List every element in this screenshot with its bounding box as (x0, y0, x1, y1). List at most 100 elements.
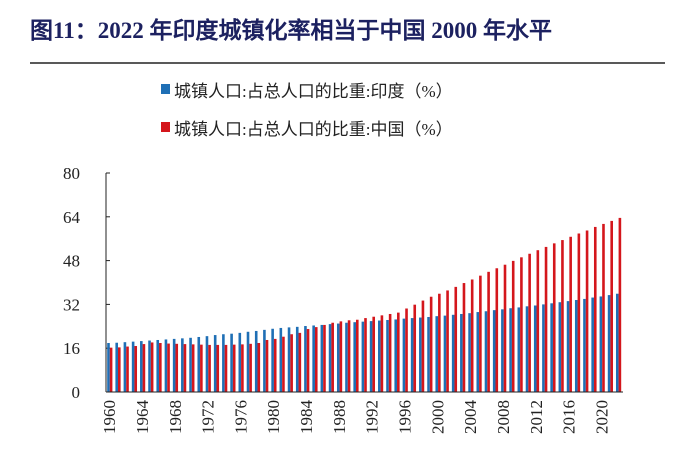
bar-india-1996 (402, 318, 406, 392)
bar-china-1998 (421, 300, 425, 392)
x-tick-label: 2004 (461, 400, 480, 435)
bar-india-1998 (419, 317, 422, 392)
bar-india-2016 (566, 301, 570, 392)
bar-india-2001 (443, 315, 447, 392)
bar-china-2002 (454, 286, 458, 392)
bar-india-1983 (295, 326, 299, 392)
bar-china-2011 (528, 253, 531, 392)
bar-china-2006 (487, 271, 490, 392)
bars (107, 217, 622, 392)
bar-india-1969 (181, 338, 184, 392)
legend-label-china: 城镇人口:占总人口的比重:中国（%） (174, 120, 453, 139)
bar-india-2015 (558, 302, 562, 392)
bar-china-1986 (323, 324, 326, 392)
bar-india-2007 (492, 310, 496, 392)
x-tick-label: 2012 (527, 400, 546, 434)
legend-label-india: 城镇人口:占总人口的比重:印度（%） (174, 82, 453, 101)
bar-china-1960 (109, 347, 113, 392)
bar-china-2008 (503, 264, 507, 392)
bar-china-1982 (290, 334, 293, 392)
bar-india-1986 (320, 324, 324, 392)
bar-india-1995 (394, 319, 398, 392)
bar-india-1978 (254, 330, 258, 392)
bar-india-2010 (517, 307, 521, 392)
bar-china-1974 (224, 344, 228, 392)
bar-india-2000 (435, 316, 439, 392)
bar-india-1967 (164, 339, 168, 392)
bar-china-2014 (552, 243, 556, 392)
x-tick-label: 1984 (297, 400, 316, 435)
y-axis: 0 16 32 48 64 80 (63, 164, 110, 402)
bar-india-1964 (140, 341, 143, 392)
bar-china-1994 (388, 313, 392, 392)
bar-china-2021 (610, 220, 613, 392)
bar-china-1996 (405, 308, 408, 392)
bar-india-1963 (131, 341, 135, 392)
x-axis: 1960 1964 1968 1972 1976 1980 1984 1988 1992 1996… (100, 391, 623, 435)
bar-china-2010 (520, 257, 523, 392)
bar-india-2011 (525, 306, 529, 392)
bar-china-1988 (339, 321, 343, 392)
bar-china-1972 (208, 344, 211, 392)
bar-china-1987 (331, 322, 334, 392)
bar-india-1979 (263, 329, 266, 392)
bar-china-1967 (167, 343, 170, 392)
bar-india-1965 (148, 340, 151, 392)
bar-india-1987 (328, 324, 332, 392)
x-tick-label: 1960 (100, 400, 119, 434)
bar-china-2018 (585, 230, 589, 392)
bar-china-1964 (142, 344, 146, 392)
bar-india-2005 (476, 312, 480, 392)
bar-india-2008 (501, 309, 504, 392)
bar-india-1976 (238, 332, 242, 392)
bar-china-1992 (372, 316, 376, 392)
bar-china-1993 (380, 315, 384, 392)
bar-india-1974 (222, 334, 225, 392)
bar-india-1980 (271, 328, 274, 392)
bar-india-1961 (115, 342, 119, 392)
bar-china-1977 (249, 343, 252, 392)
bar-india-1970 (189, 337, 192, 392)
bar-india-2019 (591, 297, 594, 392)
bar-india-2022 (615, 293, 619, 392)
bar-india-2003 (460, 313, 463, 392)
bar-india-2018 (583, 298, 586, 392)
bar-india-2013 (542, 304, 545, 392)
bar-china-2012 (536, 250, 540, 392)
chart-title: 图11：2022 年印度城镇化率相当于中国 2000 年水平 (30, 17, 552, 43)
bar-china-1973 (216, 344, 220, 392)
bar-india-2002 (451, 314, 455, 392)
bar-india-2006 (484, 311, 488, 392)
bar-china-1961 (118, 347, 121, 392)
bar-china-2001 (446, 290, 449, 392)
bar-india-2017 (574, 300, 578, 392)
bar-china-1966 (159, 342, 162, 392)
bar-china-1979 (265, 339, 269, 392)
bar-china-2020 (602, 223, 605, 392)
bar-india-1993 (378, 320, 381, 392)
legend-swatch-india (161, 84, 170, 94)
bar-china-1971 (200, 344, 203, 392)
y-tick-label: 0 (72, 383, 81, 402)
bar-china-1968 (175, 343, 179, 392)
bar-india-1973 (213, 335, 217, 392)
bar-india-1988 (336, 323, 340, 392)
bar-china-1984 (306, 329, 310, 392)
bar-china-2015 (561, 240, 564, 392)
legend-swatch-china (161, 122, 170, 132)
bar-china-2013 (544, 246, 548, 392)
bar-china-1963 (134, 346, 138, 392)
bar-china-1999 (429, 296, 433, 392)
bar-china-2022 (618, 217, 622, 392)
bar-china-1965 (150, 342, 154, 392)
bar-india-1966 (156, 339, 160, 392)
bar-china-2004 (470, 279, 474, 392)
y-tick-label: 16 (63, 339, 80, 358)
x-tick-label: 2008 (494, 400, 513, 434)
bar-india-1985 (312, 325, 315, 392)
y-tick-label: 64 (63, 208, 81, 227)
x-tick-label: 2000 (428, 400, 447, 434)
bar-india-1999 (427, 316, 430, 392)
bar-india-1977 (246, 331, 250, 392)
